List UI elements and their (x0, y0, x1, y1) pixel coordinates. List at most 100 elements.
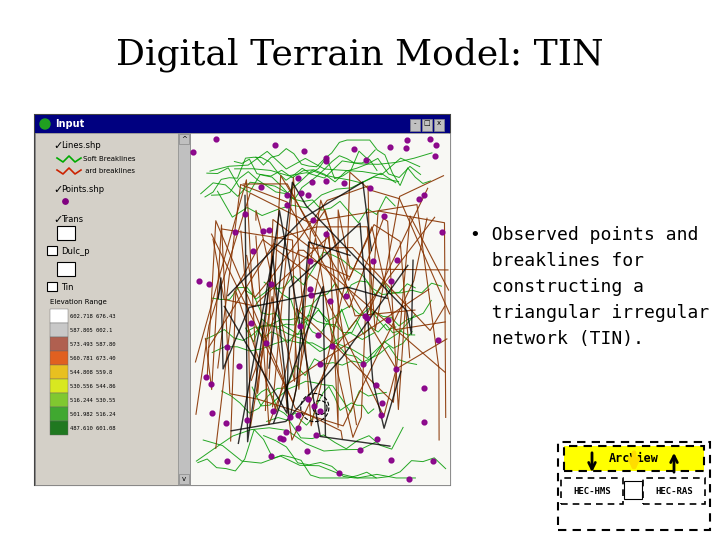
Point (418, 190, 429, 199)
Text: ✓: ✓ (53, 215, 63, 225)
Point (210, 135, 222, 144)
Point (267, 407, 279, 416)
Circle shape (40, 119, 50, 129)
FancyBboxPatch shape (422, 119, 432, 131)
Point (386, 456, 397, 465)
Text: ArcView: ArcView (609, 452, 659, 465)
Point (266, 452, 277, 461)
Point (368, 257, 379, 266)
Point (220, 418, 232, 427)
Text: DuIc_p: DuIc_p (61, 246, 89, 255)
Text: 530.556 544.86: 530.556 544.86 (70, 383, 115, 388)
Text: -: - (414, 120, 416, 126)
Point (372, 434, 383, 443)
Point (361, 313, 372, 322)
Point (241, 415, 253, 424)
Point (348, 145, 360, 153)
Point (428, 457, 439, 465)
Point (429, 151, 441, 160)
Point (403, 475, 415, 483)
FancyBboxPatch shape (643, 478, 705, 504)
Point (308, 402, 320, 411)
Point (433, 336, 444, 345)
Point (436, 227, 448, 236)
FancyBboxPatch shape (179, 134, 189, 144)
Text: Input: Input (55, 119, 84, 129)
Point (222, 342, 233, 351)
Text: 560.781 673.40: 560.781 673.40 (70, 355, 115, 361)
Text: breaklines for: breaklines for (470, 252, 644, 270)
FancyBboxPatch shape (50, 337, 68, 351)
FancyBboxPatch shape (50, 351, 68, 365)
Point (187, 147, 199, 156)
FancyBboxPatch shape (190, 133, 450, 485)
FancyBboxPatch shape (57, 262, 75, 276)
Point (307, 215, 319, 224)
Point (204, 280, 215, 288)
Point (401, 136, 413, 145)
Point (327, 342, 338, 350)
Point (315, 407, 326, 416)
Text: constructing a: constructing a (470, 278, 644, 296)
Text: Trans: Trans (61, 215, 83, 225)
Point (310, 431, 322, 440)
FancyBboxPatch shape (57, 226, 75, 240)
Point (205, 380, 217, 388)
Point (302, 395, 314, 403)
Point (276, 435, 288, 443)
Point (390, 364, 401, 373)
FancyBboxPatch shape (564, 446, 704, 471)
Point (59, 197, 71, 205)
Point (304, 285, 315, 293)
Point (359, 312, 370, 321)
Text: • Observed points and: • Observed points and (470, 226, 698, 244)
Text: network (TIN).: network (TIN). (470, 330, 644, 348)
Point (376, 411, 387, 420)
FancyBboxPatch shape (434, 119, 444, 131)
Text: HEC-RAS: HEC-RAS (655, 487, 693, 496)
FancyBboxPatch shape (558, 442, 710, 530)
FancyBboxPatch shape (35, 115, 450, 485)
Point (312, 330, 323, 339)
FancyBboxPatch shape (624, 481, 642, 499)
FancyBboxPatch shape (561, 478, 623, 504)
Text: v: v (182, 476, 186, 482)
Point (370, 380, 382, 389)
Text: ard breaklines: ard breaklines (83, 168, 135, 174)
Point (418, 383, 430, 392)
FancyBboxPatch shape (178, 133, 190, 485)
Text: Tin: Tin (61, 282, 73, 292)
Point (357, 360, 369, 368)
Point (383, 316, 395, 325)
FancyBboxPatch shape (410, 119, 420, 131)
Text: Points.shp: Points.shp (61, 186, 104, 194)
Point (413, 195, 425, 204)
Point (424, 134, 436, 143)
Point (266, 280, 277, 288)
Point (360, 156, 372, 165)
Point (257, 227, 269, 235)
Point (200, 373, 212, 381)
Point (378, 212, 390, 220)
Point (418, 418, 430, 427)
FancyBboxPatch shape (179, 474, 189, 484)
Point (221, 457, 233, 465)
Point (193, 277, 204, 286)
Point (340, 292, 351, 301)
Text: x: x (437, 120, 441, 126)
Text: ✓: ✓ (53, 141, 63, 151)
FancyBboxPatch shape (35, 115, 450, 133)
Point (284, 413, 295, 421)
Point (233, 362, 244, 370)
Point (302, 191, 314, 199)
Text: Lines.shp: Lines.shp (61, 141, 101, 151)
Point (333, 469, 344, 477)
Text: ✓: ✓ (53, 185, 63, 195)
FancyBboxPatch shape (50, 379, 68, 393)
Point (320, 157, 331, 165)
Text: triangular irregular: triangular irregular (470, 304, 709, 322)
Point (431, 140, 442, 149)
Point (299, 146, 310, 155)
Text: 544.808 559.8: 544.808 559.8 (70, 369, 112, 375)
Text: □: □ (423, 120, 431, 126)
